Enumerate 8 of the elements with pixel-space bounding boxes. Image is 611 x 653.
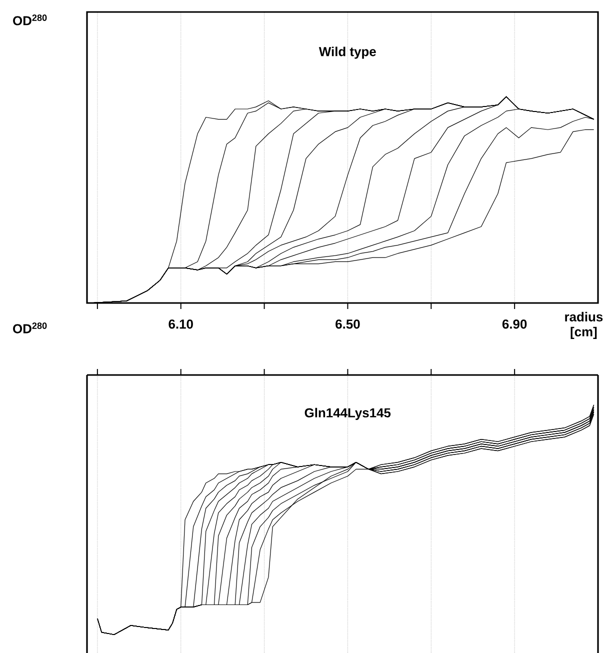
y-axis-title: OD$^{280}$ — [13, 322, 47, 334]
x-tick-label: 6.90 — [502, 320, 527, 329]
chart-title: Wild type — [318, 46, 376, 59]
chart-title: Gln144Lys145 — [304, 408, 391, 420]
x-tick-label: 6.10 — [168, 320, 193, 329]
x-axis-title: radius [cm] — [565, 312, 603, 339]
x-tick-label: 6.50 — [336, 320, 360, 329]
y-axis-title: OD$^{280}$ — [13, 14, 47, 26]
